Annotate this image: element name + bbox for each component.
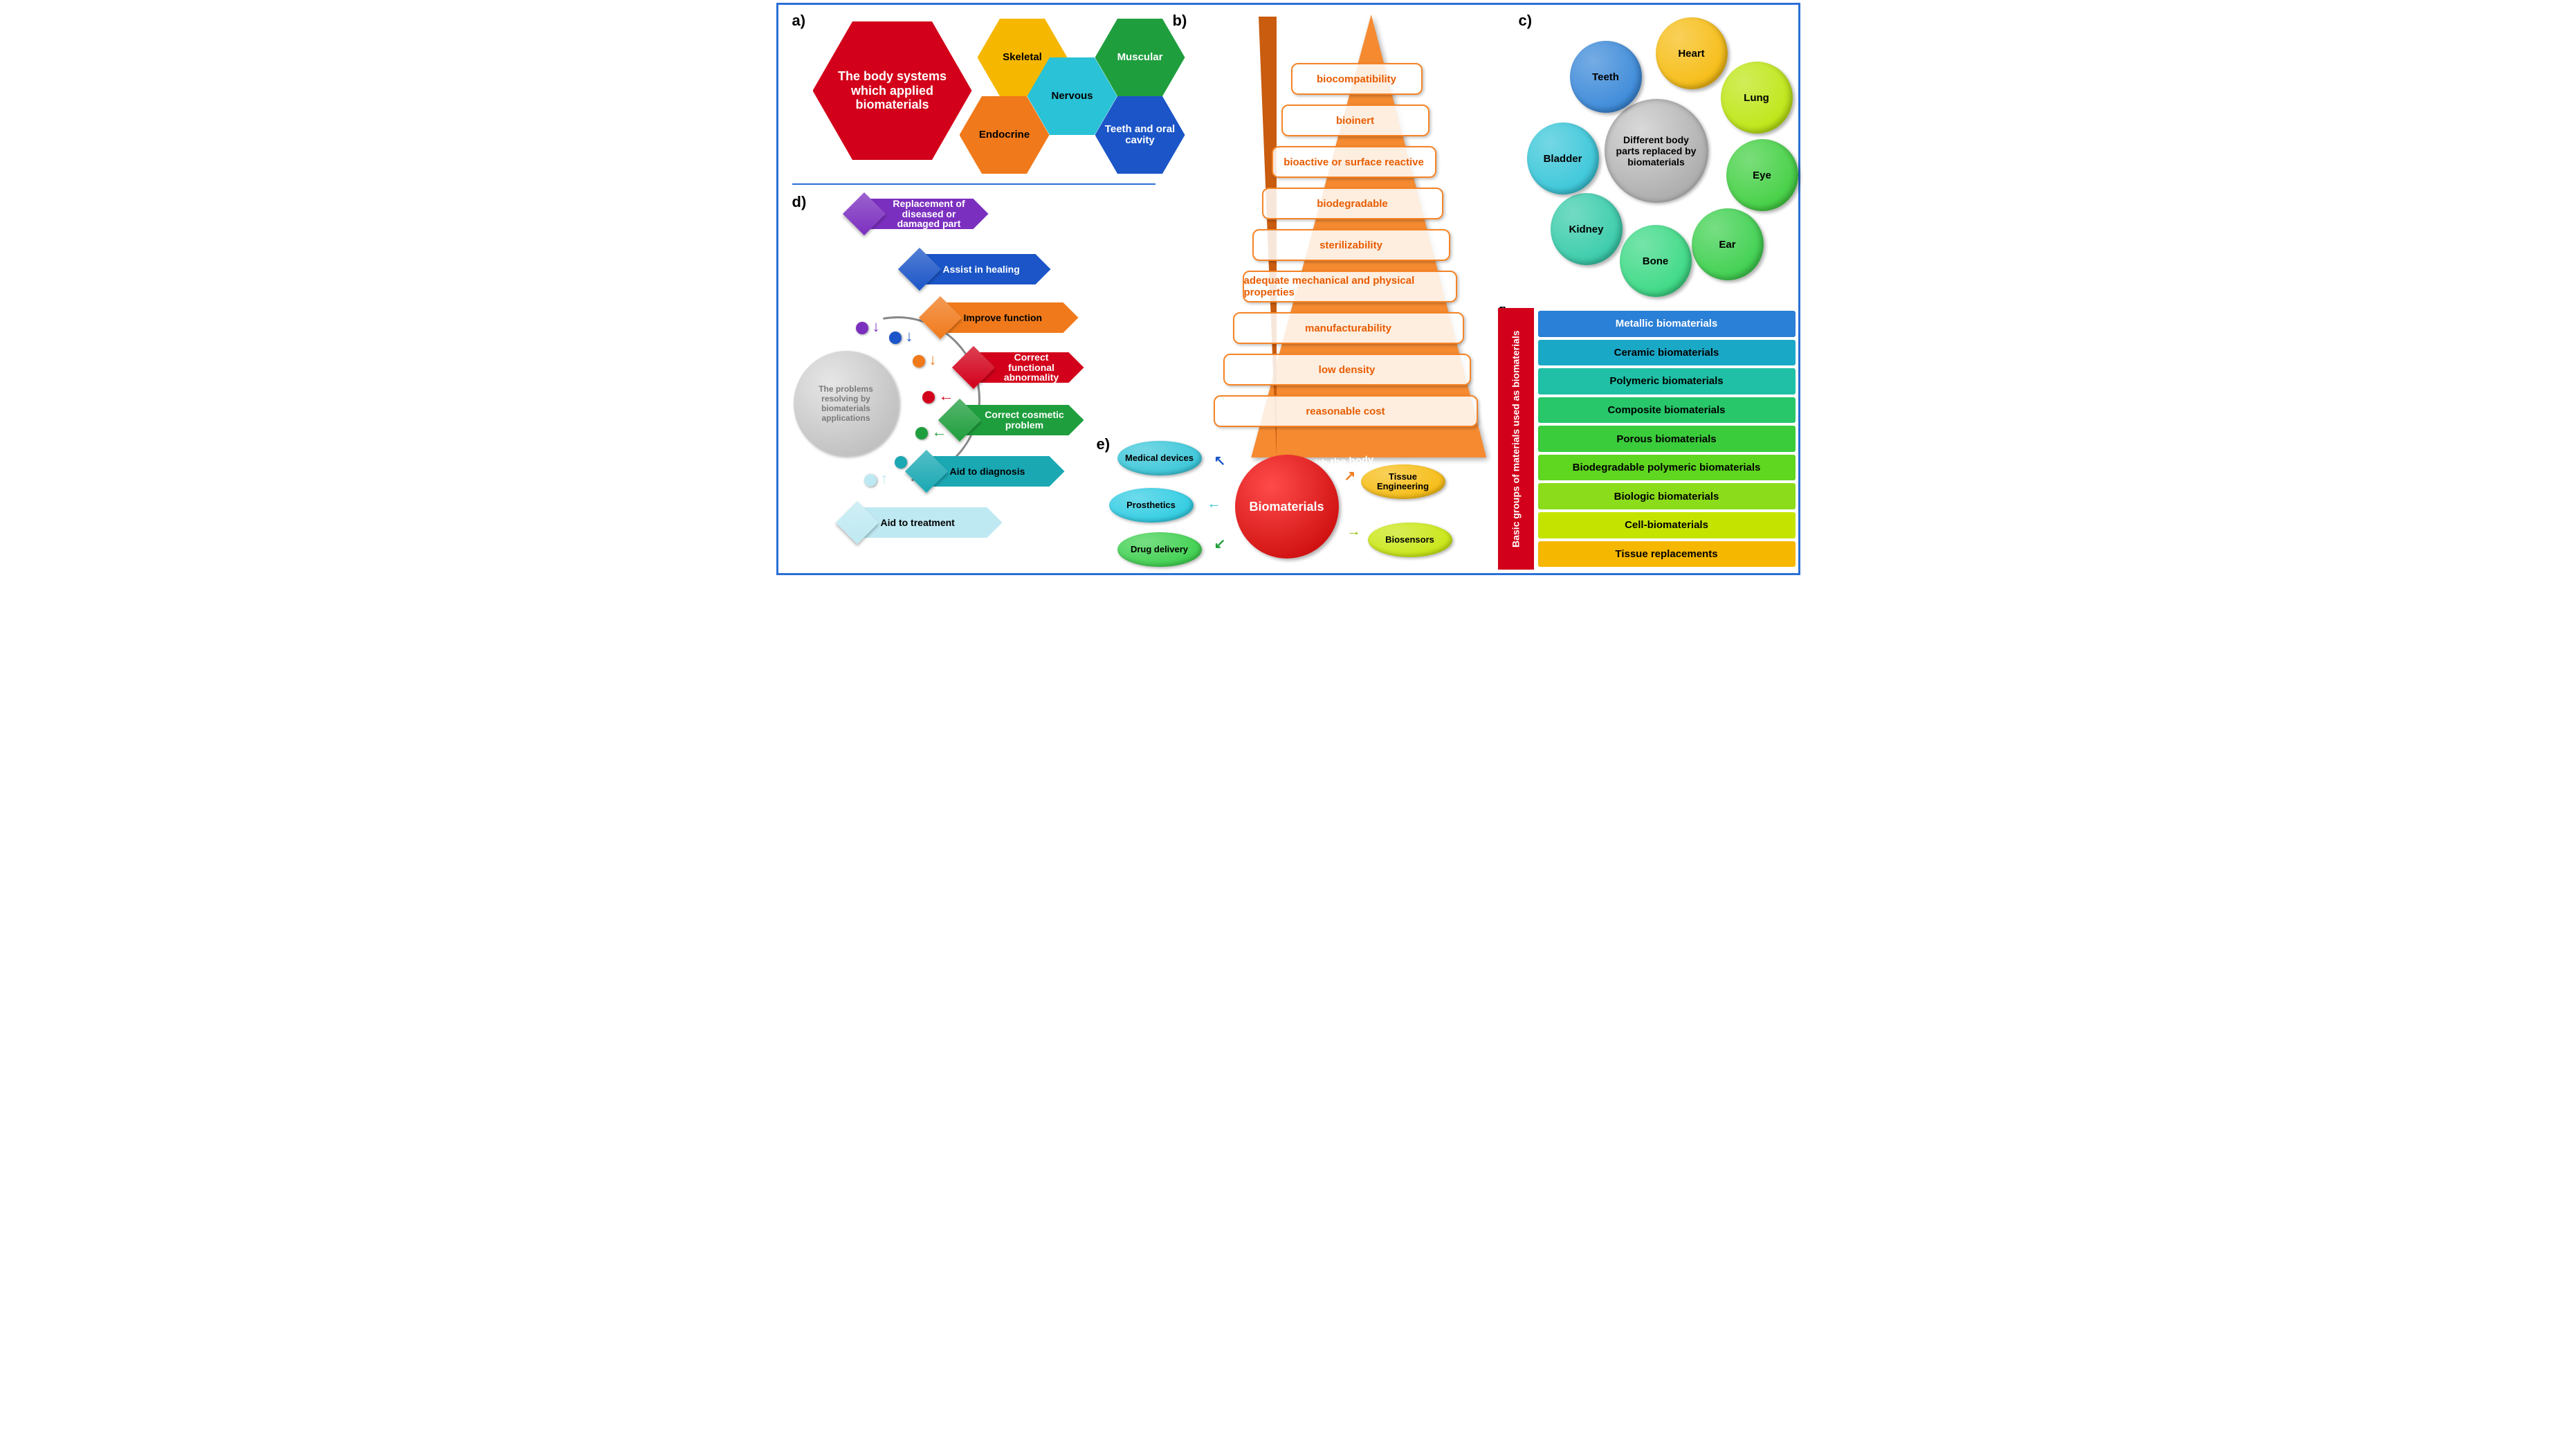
ring-node-bone: Bone bbox=[1620, 225, 1692, 297]
hex-main: The body systems which applied biomateri… bbox=[813, 21, 972, 160]
materials-list-rows: Metallic biomaterials Ceramic biomaterial… bbox=[1534, 308, 1796, 570]
hub-node: Medical devices bbox=[1117, 441, 1202, 475]
hex-label: Endocrine bbox=[975, 129, 1034, 141]
materials-row: Ceramic biomaterials bbox=[1538, 340, 1796, 366]
pyramid-row: bioactive or surface reactive bbox=[1272, 146, 1436, 178]
pyramid-row: bioinert bbox=[1281, 105, 1429, 136]
hub-center: Biomaterials bbox=[1235, 455, 1339, 559]
problems-dot bbox=[915, 427, 928, 439]
ring-node-bladder: Bladder bbox=[1527, 123, 1599, 194]
materials-row: Tissue replacements bbox=[1538, 541, 1796, 568]
materials-row: Cell-biomaterials bbox=[1538, 512, 1796, 538]
materials-row: Biologic biomaterials bbox=[1538, 483, 1796, 509]
arrow-icon: ↙ bbox=[1214, 535, 1226, 552]
problems-item: Replacement of diseased or damaged part bbox=[849, 199, 989, 229]
materials-row: Polymeric biomaterials bbox=[1538, 368, 1796, 395]
arrow-icon: ↓ bbox=[929, 351, 937, 369]
pyramid-row: manufacturability bbox=[1233, 312, 1464, 344]
problems-item: Assist in healing bbox=[904, 254, 1051, 284]
pyramid-row: reasonable cost bbox=[1214, 395, 1478, 427]
ring: Different body parts replaced by biomate… bbox=[1519, 13, 1792, 287]
arrow-icon: ↑ bbox=[881, 470, 888, 488]
pyramid-row: sterilizability bbox=[1252, 229, 1450, 261]
problems-item: Correct functional abnormality bbox=[958, 352, 1084, 383]
hex-label: Nervous bbox=[1047, 91, 1097, 102]
problems-center: The problems resolving by biomaterials a… bbox=[794, 351, 899, 456]
problems-dot bbox=[922, 391, 935, 404]
pyramid-rows: biocompatibility bioinert bioactive or sur… bbox=[1207, 63, 1484, 437]
problems-dot bbox=[864, 474, 877, 487]
arrow-icon: ← bbox=[1207, 496, 1221, 512]
pyramid-row: adequate mechanical and physical propert… bbox=[1243, 271, 1457, 302]
materials-list-title: Basic groups of materials used as biomat… bbox=[1498, 308, 1534, 570]
problems-item: Aid to treatment bbox=[842, 507, 1003, 538]
pyramid: Types of interactions with the body bioc… bbox=[1166, 15, 1491, 485]
panel-a-divider bbox=[792, 183, 1155, 185]
problems-item: Aid to diagnosis bbox=[911, 456, 1065, 487]
problems-item: Correct cosmetic problem bbox=[944, 405, 1084, 435]
ring-node-lung: Lung bbox=[1721, 62, 1793, 134]
materials-row: Metallic biomaterials bbox=[1538, 311, 1796, 337]
ring-center: Different body parts replaced by biomate… bbox=[1605, 99, 1708, 203]
arrow-icon: ← bbox=[939, 387, 954, 405]
hub-node: Tissue Engineering bbox=[1361, 464, 1445, 499]
ring-node-teeth: Teeth bbox=[1570, 41, 1642, 113]
materials-row: Porous biomaterials bbox=[1538, 426, 1796, 452]
pyramid-row: biodegradable bbox=[1262, 188, 1443, 219]
arrow-icon: ↖ bbox=[1214, 452, 1226, 469]
hub-node: Drug delivery bbox=[1117, 532, 1202, 567]
hub-node: Biosensors bbox=[1368, 523, 1452, 557]
hex-label: Skeletal bbox=[998, 52, 1046, 63]
arrow-icon: ↓ bbox=[906, 327, 913, 345]
pyramid-row: biocompatibility bbox=[1291, 63, 1423, 95]
ring-node-kidney: Kidney bbox=[1551, 193, 1623, 265]
arrow-icon: → bbox=[1347, 524, 1361, 540]
problems-dot bbox=[856, 322, 868, 334]
biomaterials-hub: Biomaterials Medical devices Prosthetics D… bbox=[1097, 434, 1484, 572]
problems-dot bbox=[895, 456, 907, 469]
ring-node-heart: Heart bbox=[1656, 17, 1728, 89]
label-a: a) bbox=[792, 12, 806, 30]
problems-item: Improve function bbox=[925, 302, 1079, 333]
materials-list: Basic groups of materials used as biomat… bbox=[1498, 308, 1796, 570]
materials-row: Composite biomaterials bbox=[1538, 397, 1796, 424]
hex-main-text: The body systems which applied biomateri… bbox=[825, 69, 960, 112]
materials-row: Biodegradable polymeric biomaterials bbox=[1538, 455, 1796, 481]
infographic-frame: a) b) c) d) e) f) The body systems which… bbox=[776, 3, 1800, 575]
problems-dot bbox=[913, 355, 925, 368]
hub-node: Prosthetics bbox=[1109, 488, 1194, 523]
problems-dot bbox=[889, 332, 902, 344]
hex-label: Muscular bbox=[1113, 52, 1167, 63]
arrow-icon: ↗ bbox=[1344, 467, 1356, 484]
ring-node-ear: Ear bbox=[1692, 208, 1764, 280]
arrow-icon: ↓ bbox=[873, 318, 880, 336]
ring-node-eye: Eye bbox=[1726, 139, 1798, 211]
pyramid-row: low density bbox=[1223, 354, 1471, 386]
